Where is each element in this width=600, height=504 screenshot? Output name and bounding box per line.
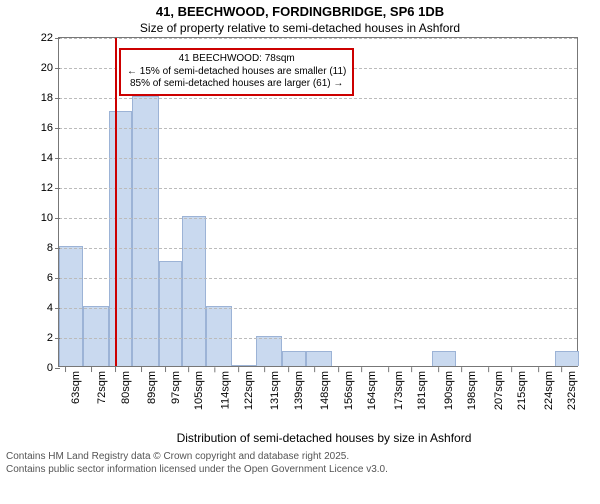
histogram-bar (256, 336, 282, 366)
reference-marker-line (115, 38, 117, 366)
histogram-bar (232, 365, 256, 366)
y-tick-label: 16 (41, 122, 59, 134)
footer-line-2: Contains public sector information licen… (6, 464, 600, 477)
x-tick-label: 181sqm (416, 371, 428, 410)
x-axis-label: Distribution of semi-detached houses by … (58, 431, 590, 445)
histogram-bar (282, 351, 306, 366)
chart-title-main: 41, BEECHWOOD, FORDINGBRIDGE, SP6 1DB (0, 4, 600, 19)
gridline (59, 248, 577, 249)
chart-title-sub: Size of property relative to semi-detach… (0, 21, 600, 35)
y-tick-label: 6 (47, 272, 59, 284)
x-tick-label: 207sqm (493, 371, 505, 410)
histogram-bar (306, 351, 332, 366)
x-tick-label: 114sqm (220, 371, 232, 409)
gridline (59, 38, 577, 39)
histogram-bar (432, 351, 456, 366)
x-tick-label: 72sqm (96, 371, 108, 404)
histogram-bar (555, 351, 579, 366)
y-tick-label: 18 (41, 92, 59, 104)
chart-area: Number of semi-detached properties 02468… (58, 37, 590, 445)
annotation-box: 41 BEECHWOOD: 78sqm← 15% of semi-detache… (119, 48, 354, 96)
gridline (59, 128, 577, 129)
attribution-footer: Contains HM Land Registry data © Crown c… (6, 451, 600, 476)
footer-line-1: Contains HM Land Registry data © Crown c… (6, 451, 600, 464)
y-tick-label: 12 (41, 182, 59, 194)
chart-titles: 41, BEECHWOOD, FORDINGBRIDGE, SP6 1DB Si… (0, 4, 600, 35)
x-tick-label: 105sqm (193, 371, 205, 410)
x-tick-label: 198sqm (466, 371, 478, 410)
plot-region: 024681012141618202241 BEECHWOOD: 78sqm← … (58, 37, 578, 367)
histogram-bar (59, 246, 83, 366)
y-tick-label: 14 (41, 152, 59, 164)
y-tick-label: 10 (41, 212, 59, 224)
histogram-bar (159, 261, 183, 366)
y-tick-label: 4 (47, 302, 59, 314)
x-tick-label: 215sqm (516, 371, 528, 410)
x-tick-label: 232sqm (566, 371, 578, 410)
gridline (59, 158, 577, 159)
histogram-bar (206, 306, 232, 366)
gridline (59, 278, 577, 279)
y-tick-label: 2 (47, 332, 59, 344)
x-tick-label: 89sqm (146, 371, 158, 404)
x-tick-label: 173sqm (393, 371, 405, 410)
x-tick-label: 156sqm (343, 371, 355, 410)
x-tick-row: 63sqm 72sqm 80sqm 89sqm 97sqm 105sqm 114sqm 122… (58, 367, 578, 429)
x-tick-label: 164sqm (366, 371, 378, 410)
annotation-line: 41 BEECHWOOD: 78sqm (127, 53, 346, 66)
annotation-line: ← 15% of semi-detached houses are smalle… (127, 66, 346, 79)
x-tick-label: 63sqm (70, 371, 82, 404)
gridline (59, 188, 577, 189)
x-tick-label: 224sqm (543, 371, 555, 410)
gridline (59, 308, 577, 309)
histogram-bar (182, 216, 206, 366)
histogram-bar (83, 306, 109, 366)
x-tick-label: 190sqm (443, 371, 455, 410)
y-tick-label: 22 (41, 32, 59, 44)
x-tick-label: 122sqm (243, 371, 255, 410)
x-tick-label: 80sqm (120, 371, 132, 404)
gridline (59, 98, 577, 99)
x-tick-label: 97sqm (170, 371, 182, 404)
histogram-bar (132, 96, 158, 366)
y-tick-label: 20 (41, 62, 59, 74)
y-tick-label: 8 (47, 242, 59, 254)
x-tick-label: 139sqm (293, 371, 305, 410)
gridline (59, 218, 577, 219)
annotation-line: 85% of semi-detached houses are larger (… (127, 78, 346, 91)
x-tick-label: 148sqm (319, 371, 331, 410)
gridline (59, 338, 577, 339)
histogram-bar (109, 111, 133, 366)
x-tick-label: 131sqm (270, 371, 282, 410)
